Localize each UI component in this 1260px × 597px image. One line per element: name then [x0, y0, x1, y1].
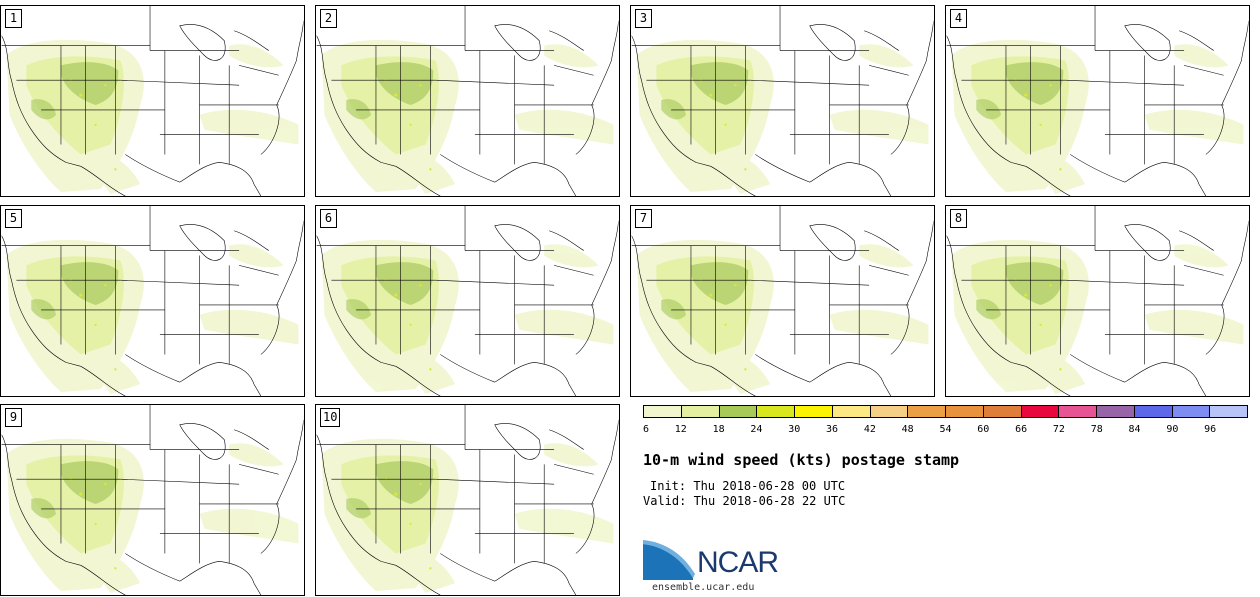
valid-time: Valid: Thu 2018-06-28 22 UTC — [643, 494, 846, 508]
map-panel: 8 — [945, 205, 1250, 397]
colorbar-swatch — [757, 406, 795, 417]
wind-map — [946, 6, 1249, 196]
member-label: 8 — [950, 209, 967, 228]
colorbar-swatch — [1134, 406, 1173, 417]
map-panel: 5 — [0, 205, 305, 397]
colorbar-swatch — [1097, 406, 1135, 417]
page-title: 10-m wind speed (kts) postage stamp — [643, 451, 960, 469]
ncar-logo: NCAR — [643, 540, 793, 582]
member-label: 1 — [5, 9, 22, 28]
wind-map — [631, 206, 934, 396]
colorbar-tick-label: 96 — [1204, 424, 1217, 435]
colorbar-swatch — [719, 406, 758, 417]
init-time: Init: Thu 2018-06-28 00 UTC — [650, 479, 846, 493]
colorbar-tick-label: 6 — [643, 424, 650, 435]
member-label: 7 — [635, 209, 652, 228]
colorbar-swatch — [1210, 406, 1247, 417]
colorbar-swatch — [908, 406, 946, 417]
colorbar-swatch — [681, 406, 720, 417]
wind-map — [631, 6, 934, 196]
colorbar-tick-label: 90 — [1166, 424, 1179, 435]
colorbar-tick-label: 60 — [977, 424, 990, 435]
colorbar-swatch — [1021, 406, 1060, 417]
wind-map — [316, 206, 619, 396]
map-panel: 3 — [630, 5, 935, 197]
wind-map — [1, 6, 304, 196]
wind-map — [1, 405, 304, 595]
colorbar-tick-label: 78 — [1090, 424, 1103, 435]
member-label: 4 — [950, 9, 967, 28]
colorbar-tick-label: 12 — [674, 424, 687, 435]
member-label: 5 — [5, 209, 22, 228]
wind-map — [316, 6, 619, 196]
map-panel: 1 — [0, 5, 305, 197]
logo-url: ensemble.ucar.edu — [652, 582, 755, 593]
logo-text: NCAR — [697, 546, 779, 579]
colorbar-tick-label: 24 — [750, 424, 763, 435]
member-label: 10 — [320, 408, 341, 427]
member-label: 3 — [635, 9, 652, 28]
member-label: 6 — [320, 209, 337, 228]
map-panel: 9 — [0, 404, 305, 596]
member-label: 2 — [320, 9, 337, 28]
colorbar-swatch — [832, 406, 871, 417]
colorbar-tick-label: 36 — [826, 424, 839, 435]
colorbar-tick-label: 72 — [1052, 424, 1065, 435]
map-panel: 7 — [630, 205, 935, 397]
wind-map — [1, 206, 304, 396]
map-panel: 10 — [315, 404, 620, 596]
colorbar-swatch — [644, 406, 682, 417]
colorbar-swatch — [1059, 406, 1097, 417]
colorbar-tick-label: 42 — [863, 424, 876, 435]
map-panel: 6 — [315, 205, 620, 397]
colorbar-swatch — [983, 406, 1022, 417]
colorbar-tick-label: 84 — [1128, 424, 1141, 435]
colorbar — [643, 405, 1248, 418]
wind-map — [316, 405, 619, 595]
colorbar-ticks: 6 12 18 24 30 36 42 48 54 60 66 72 78 84 90 96 — [643, 424, 1248, 438]
colorbar-tick-label: 66 — [1015, 424, 1028, 435]
colorbar-swatch — [946, 406, 984, 417]
colorbar-tick-label: 18 — [712, 424, 725, 435]
colorbar-swatch — [795, 406, 833, 417]
colorbar-tick-label: 54 — [939, 424, 952, 435]
map-panel: 2 — [315, 5, 620, 197]
map-panel: 4 — [945, 5, 1250, 197]
wind-map — [946, 206, 1249, 396]
colorbar-swatch — [870, 406, 909, 417]
ncar-swoosh-icon — [643, 540, 695, 580]
colorbar-tick-label: 48 — [901, 424, 914, 435]
colorbar-swatch — [1172, 406, 1211, 417]
member-label: 9 — [5, 408, 22, 427]
colorbar-tick-label: 30 — [788, 424, 801, 435]
